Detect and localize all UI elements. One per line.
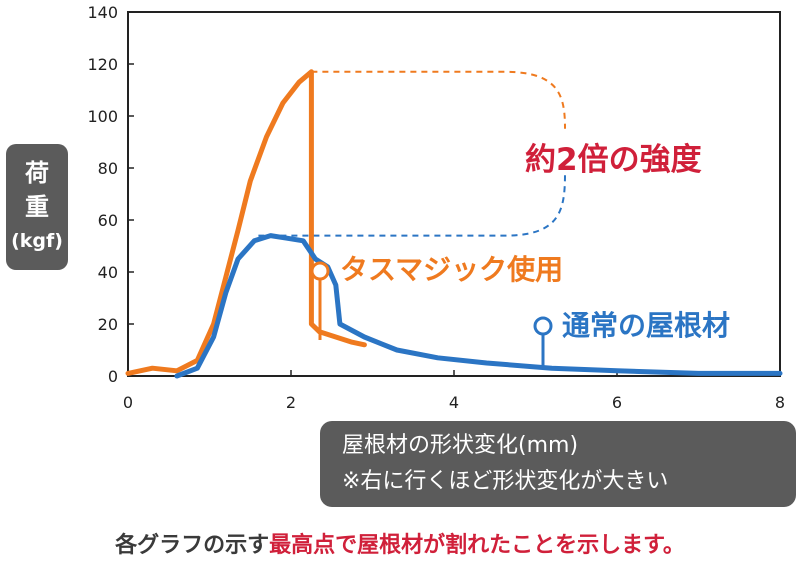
x-tick-label: 0 (123, 393, 133, 412)
blue-peak-guide (258, 173, 566, 237)
x-tick-label: 6 (612, 393, 622, 412)
orange-label-pin-circle (310, 261, 330, 281)
orange-peak-guide (311, 70, 566, 129)
y-tick-label: 40 (98, 263, 118, 282)
y-axis-unit: (kgf) (11, 230, 63, 252)
y-axis-label-line1: 荷 (25, 159, 49, 187)
y-tick-label: 120 (87, 55, 118, 74)
y-tick-label: 60 (98, 211, 118, 230)
blue-series-label: 通常の屋根材 (562, 309, 731, 342)
y-tick-label: 100 (87, 107, 118, 126)
footnote: 各グラフの示す最高点で屋根材が割れたことを示します。 (0, 527, 800, 559)
x-axis-label-line1: 屋根材の形状変化(mm) (342, 433, 579, 458)
orange-series-label: タスマジック使用 (340, 253, 564, 286)
x-axis-label: 屋根材の形状変化(mm) ※右に行くほど形状変化が大きい (320, 421, 796, 507)
x-axis-label-line2: ※右に行くほど形状変化が大きい (342, 469, 669, 494)
y-axis-label-line2: 重 (25, 193, 49, 221)
y-tick-label: 0 (108, 367, 118, 386)
x-tick-label: 4 (449, 393, 459, 412)
footnote-part2: 最高点で屋根材が割れたことを示します。 (269, 533, 685, 558)
y-tick-label: 80 (98, 159, 118, 178)
y-axis-label: 荷 重 (kgf) (6, 144, 68, 270)
series-line-tasmagic (125, 69, 367, 376)
footnote-part1: 各グラフの示す (115, 533, 270, 558)
x-tick-label: 2 (286, 393, 296, 412)
y-tick-label: 140 (87, 3, 118, 22)
blue-label-pin-circle (533, 316, 553, 336)
x-tick-label: 8 (775, 393, 785, 412)
strength-ratio-annotation: 約2倍の強度 (525, 142, 702, 178)
y-tick-label: 20 (98, 315, 118, 334)
